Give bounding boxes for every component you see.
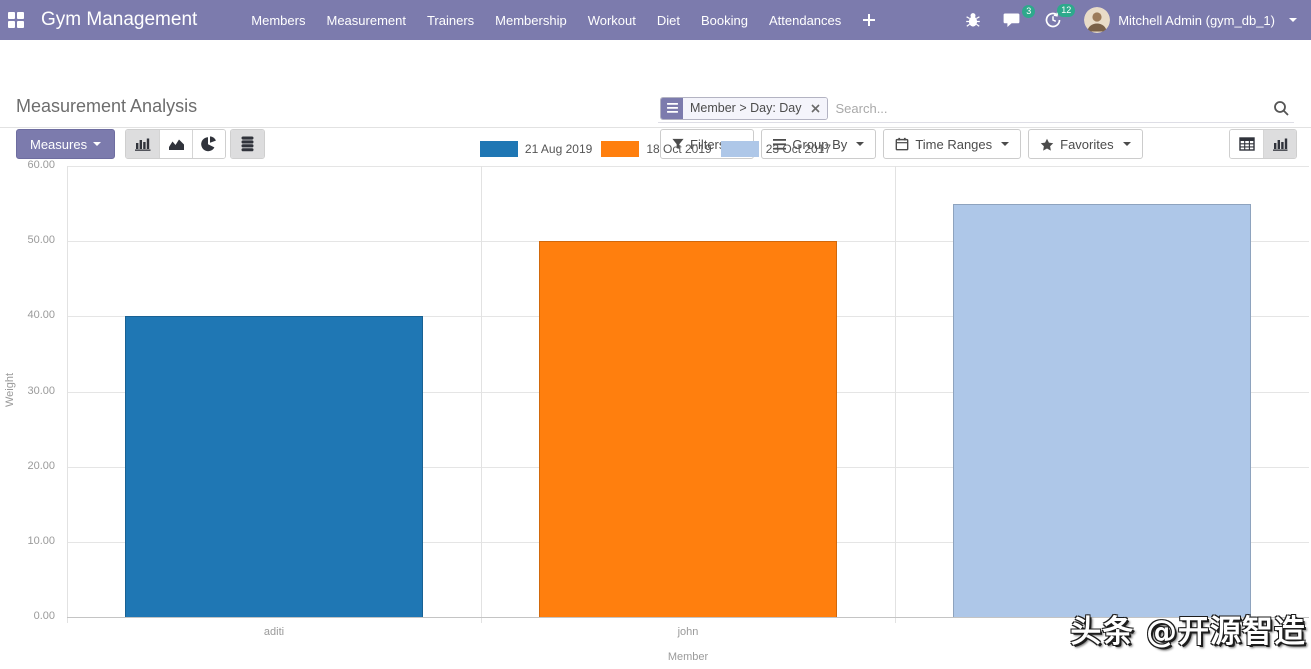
- bar-chart-button[interactable]: [126, 130, 160, 158]
- pie-chart-button[interactable]: [192, 130, 226, 158]
- page-title: Measurement Analysis: [16, 96, 198, 116]
- legend-label: 21 Aug 2019: [524, 142, 593, 156]
- chart-area: 21 Aug 2019 18 Oct 2019 23 Oct 2017 Weight…: [0, 128, 1311, 669]
- group-by-label: Group By: [792, 136, 848, 152]
- search-magnifier-icon: [1273, 100, 1290, 117]
- menu-item-membership[interactable]: Membership: [495, 12, 567, 28]
- legend-swatch: [479, 141, 518, 157]
- legend-item[interactable]: 18 Oct 2019: [601, 141, 712, 157]
- x-axis-line: [67, 617, 1309, 618]
- user-name: Mitchell Admin (gym_db_1): [1118, 12, 1275, 28]
- plus-menu-icon[interactable]: [862, 13, 876, 27]
- user-caret-icon: [1289, 18, 1297, 22]
- group-by-caret-icon: [856, 142, 865, 146]
- favorites-caret-icon: [1122, 142, 1131, 146]
- favorites-button[interactable]: Favorites: [1028, 129, 1143, 159]
- y-gridline: [67, 166, 1309, 167]
- stacked-toggle-button[interactable]: [231, 130, 265, 158]
- app-brand[interactable]: Gym Management: [41, 9, 198, 30]
- pivot-view-button[interactable]: [1230, 130, 1263, 158]
- filter-funnel-icon: [672, 138, 684, 150]
- stacked-toggle-group: [230, 129, 266, 159]
- calendar-icon: [895, 137, 909, 151]
- menu-item-trainers[interactable]: Trainers: [426, 12, 475, 28]
- debug-bug-icon[interactable]: [965, 12, 981, 28]
- legend-label: 23 Oct 2017: [765, 142, 832, 156]
- measures-button[interactable]: Measures: [16, 129, 116, 159]
- group-separator: [895, 166, 896, 623]
- facet-label: Member > Day: Day: [683, 97, 809, 119]
- control-panel-buttons: Measures: [0, 129, 1311, 159]
- x-tick-label: aditi: [263, 626, 285, 638]
- bar-john[interactable]: [538, 241, 838, 617]
- filters-label: Filters: [690, 136, 726, 152]
- groupby-facet-icon: [661, 97, 683, 119]
- group-by-list-icon: [773, 138, 787, 150]
- legend-swatch: [601, 141, 640, 157]
- favorites-label: Favorites: [1060, 136, 1114, 152]
- time-ranges-label: Time Ranges: [915, 136, 993, 152]
- y-axis-line: [67, 166, 68, 623]
- x-axis-title: Member: [667, 651, 709, 663]
- chart-legend: 21 Aug 2019 18 Oct 2019 23 Oct 2017: [0, 141, 1311, 157]
- measures-label: Measures: [30, 136, 88, 152]
- legend-label: 18 Oct 2019: [646, 142, 712, 156]
- search-input[interactable]: [827, 100, 1294, 116]
- time-ranges-button[interactable]: Time Ranges: [883, 129, 1022, 159]
- menu-item-measurement[interactable]: Measurement: [326, 12, 406, 28]
- activities-badge: 12: [1057, 4, 1076, 17]
- menu-item-diet[interactable]: Diet: [656, 12, 680, 28]
- y-tick-label: 10.00: [27, 534, 55, 547]
- watermark-text: 头条 @开源智造: [1070, 614, 1306, 650]
- activities-clock-icon[interactable]: 12: [1044, 4, 1076, 29]
- bar-category-2[interactable]: [952, 203, 1252, 617]
- y-tick-label: 50.00: [27, 234, 55, 247]
- menu-item-workout[interactable]: Workout: [587, 12, 636, 28]
- y-tick-label: 40.00: [27, 309, 55, 322]
- chart-type-group: [125, 129, 227, 159]
- menu-item-attendances[interactable]: Attendances: [768, 12, 842, 28]
- time-ranges-caret-icon: [1001, 142, 1010, 146]
- x-tick-label: john: [677, 626, 699, 638]
- user-menu[interactable]: Mitchell Admin (gym_db_1): [1084, 7, 1297, 33]
- legend-item[interactable]: 23 Oct 2017: [720, 141, 832, 157]
- apps-menu-icon[interactable]: [8, 12, 24, 28]
- search-bar: Member > Day: Day: [658, 94, 1294, 123]
- avatar: [1084, 7, 1111, 33]
- legend-swatch: [720, 141, 759, 157]
- y-tick-label: 60.00: [27, 159, 55, 171]
- graph-view-button[interactable]: [1263, 130, 1296, 158]
- top-navbar: Gym Management Members Measurement Trainer…: [0, 0, 1311, 40]
- menu-item-booking[interactable]: Booking: [701, 12, 748, 28]
- view-switcher: [1229, 129, 1297, 159]
- y-tick-label: 0.00: [33, 610, 55, 622]
- systray: 3 12 Mitchell Admin (gym_db_1): [965, 4, 1297, 33]
- group-separator: [481, 166, 482, 623]
- star-icon: [1040, 138, 1054, 151]
- messages-icon[interactable]: 3: [1003, 4, 1036, 29]
- line-chart-button[interactable]: [159, 130, 193, 158]
- y-tick-label: 20.00: [27, 459, 55, 472]
- y-tick-label: 30.00: [27, 384, 55, 397]
- group-by-button[interactable]: Group By: [761, 129, 877, 159]
- main-menu: Members Measurement Trainers Membership Work…: [251, 13, 841, 28]
- legend-item[interactable]: 21 Aug 2019: [479, 141, 593, 157]
- search-facet[interactable]: Member > Day: Day: [660, 96, 828, 120]
- bar-aditi[interactable]: [124, 316, 424, 617]
- messages-badge: 3: [1022, 4, 1036, 18]
- facet-remove-icon[interactable]: [808, 97, 827, 119]
- control-panel: Measurement Analysis Member > Day: Day M…: [0, 40, 1311, 159]
- menu-item-members[interactable]: Members: [251, 12, 306, 28]
- measures-caret-icon: [93, 142, 102, 146]
- search-options: Filters Group By Time Ranges: [660, 129, 1143, 159]
